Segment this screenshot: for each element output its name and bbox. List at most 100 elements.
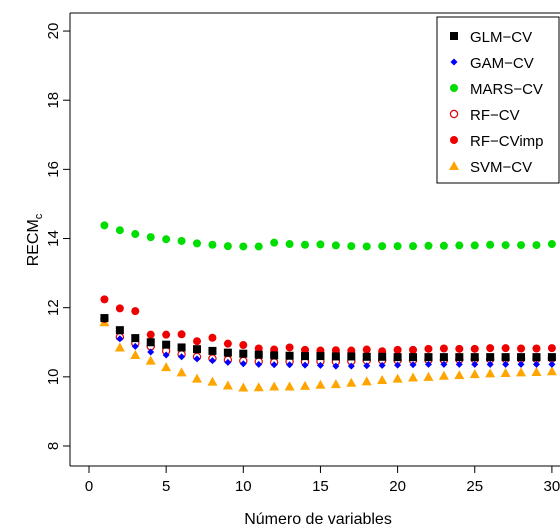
point-glm-cv bbox=[424, 353, 433, 362]
point-glm-cv bbox=[146, 338, 155, 347]
point-gam-cv bbox=[440, 360, 448, 368]
point-svm-cv bbox=[485, 368, 496, 378]
legend-marker-gam-cv bbox=[450, 58, 458, 66]
point-gam-cv bbox=[486, 360, 494, 368]
point-rf-cvimp bbox=[223, 339, 232, 348]
point-mars-cv bbox=[331, 241, 340, 250]
point-svm-cv bbox=[176, 367, 187, 377]
point-rf-cvimp bbox=[254, 344, 263, 353]
point-gam-cv bbox=[378, 361, 386, 369]
point-glm-cv bbox=[131, 334, 140, 343]
point-mars-cv bbox=[362, 242, 371, 251]
point-gam-cv bbox=[131, 342, 139, 350]
point-rf-cvimp bbox=[470, 344, 479, 353]
point-svm-cv bbox=[207, 376, 218, 386]
point-gam-cv bbox=[255, 360, 263, 368]
point-mars-cv bbox=[409, 242, 418, 251]
point-mars-cv bbox=[439, 241, 448, 250]
point-glm-cv bbox=[362, 352, 371, 361]
point-rf-cvimp bbox=[409, 345, 418, 354]
series-mars-cv bbox=[100, 221, 556, 251]
point-gam-cv bbox=[270, 361, 278, 369]
point-svm-cv bbox=[192, 373, 203, 383]
point-rf-cvimp bbox=[131, 307, 140, 316]
point-mars-cv bbox=[455, 241, 464, 250]
point-gam-cv bbox=[532, 360, 540, 368]
y-tick-label: 18 bbox=[45, 92, 62, 109]
point-svm-cv bbox=[361, 376, 372, 386]
y-tick-label: 14 bbox=[45, 230, 62, 247]
point-gam-cv bbox=[517, 360, 525, 368]
y-axis: 8 10 12 14 16 18 20 bbox=[45, 23, 70, 450]
point-rf-cvimp bbox=[501, 344, 510, 353]
point-gam-cv bbox=[116, 335, 124, 343]
point-gam-cv bbox=[208, 357, 216, 365]
y-axis-title-subscript: c bbox=[33, 213, 45, 219]
x-tick-label: 20 bbox=[389, 478, 406, 495]
legend-marker-rf-cvimp bbox=[450, 136, 458, 144]
point-gam-cv bbox=[332, 362, 340, 370]
legend-marker-mars-cv bbox=[450, 84, 458, 92]
legend-label-mars-cv: MARS−CV bbox=[470, 81, 543, 98]
point-mars-cv bbox=[115, 226, 124, 235]
point-glm-cv bbox=[254, 350, 263, 359]
x-axis-title: Número de variables bbox=[244, 511, 392, 528]
point-svm-cv bbox=[315, 379, 326, 389]
point-rf-cvimp bbox=[517, 344, 526, 353]
point-svm-cv bbox=[392, 373, 403, 383]
legend: GLM−CV GAM−CV MARS−CV RF−CV RF−CVimp SVM−CV bbox=[436, 16, 560, 184]
point-glm-cv bbox=[177, 343, 186, 352]
point-rf-cvimp bbox=[208, 333, 217, 342]
point-rf-cvimp bbox=[547, 344, 556, 353]
point-rf-cvimp bbox=[331, 346, 340, 355]
data-points bbox=[99, 221, 557, 392]
point-glm-cv bbox=[378, 352, 387, 361]
point-rf-cvimp bbox=[177, 330, 186, 339]
point-mars-cv bbox=[532, 241, 541, 250]
point-glm-cv bbox=[239, 349, 248, 358]
x-axis: 0 5 10 15 20 25 30 bbox=[85, 466, 560, 495]
point-gam-cv bbox=[363, 362, 371, 370]
legend-box bbox=[436, 16, 560, 184]
point-gam-cv bbox=[316, 361, 324, 369]
point-rf-cvimp bbox=[162, 330, 171, 339]
point-svm-cv bbox=[454, 370, 465, 380]
point-gam-cv bbox=[162, 351, 170, 359]
x-tick-label: 25 bbox=[466, 478, 483, 495]
point-rf-cvimp bbox=[424, 344, 433, 353]
point-glm-cv bbox=[115, 326, 124, 335]
legend-marker-svm-cv bbox=[449, 161, 459, 170]
x-tick-label: 10 bbox=[235, 478, 252, 495]
point-svm-cv bbox=[438, 370, 449, 380]
point-gam-cv bbox=[239, 360, 247, 368]
point-rf-cvimp bbox=[100, 295, 109, 304]
point-gam-cv bbox=[471, 360, 479, 368]
point-svm-cv bbox=[114, 342, 125, 352]
point-gam-cv bbox=[409, 361, 417, 369]
point-rf-cvimp bbox=[239, 341, 248, 350]
point-mars-cv bbox=[239, 242, 248, 251]
point-rf-cvimp bbox=[115, 304, 124, 313]
point-mars-cv bbox=[378, 242, 387, 251]
point-glm-cv bbox=[223, 348, 232, 357]
point-gam-cv bbox=[347, 362, 355, 370]
point-gam-cv bbox=[301, 361, 309, 369]
point-gam-cv bbox=[394, 361, 402, 369]
point-mars-cv bbox=[254, 242, 263, 251]
point-rf-cvimp bbox=[455, 344, 464, 353]
y-tick-label: 16 bbox=[45, 161, 62, 178]
point-svm-cv bbox=[130, 350, 141, 360]
point-gam-cv bbox=[147, 348, 155, 356]
legend-label-rf-cv: RF−CV bbox=[470, 107, 520, 124]
point-rf-cvimp bbox=[486, 344, 495, 353]
point-svm-cv bbox=[469, 369, 480, 379]
point-mars-cv bbox=[301, 240, 310, 249]
point-glm-cv bbox=[501, 353, 510, 362]
point-mars-cv bbox=[547, 240, 556, 249]
point-glm-cv bbox=[532, 353, 541, 362]
point-svm-cv bbox=[377, 374, 388, 384]
point-mars-cv bbox=[347, 242, 356, 251]
point-mars-cv bbox=[270, 238, 279, 247]
x-tick-label: 0 bbox=[85, 478, 93, 495]
